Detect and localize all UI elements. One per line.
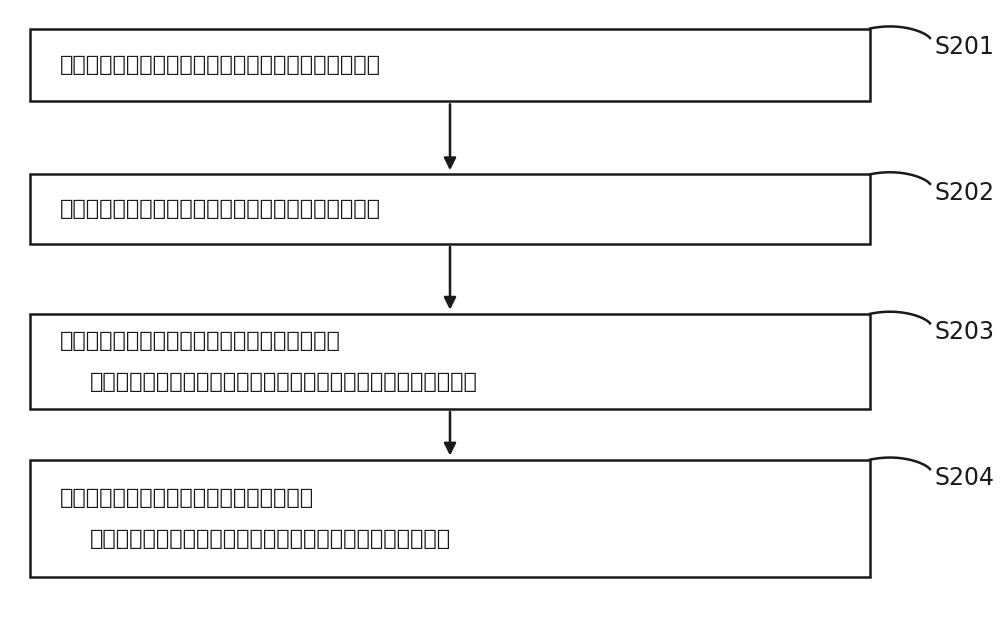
Text: 将冷却的煤化工废水进行抽滤，去除底部沉淀，: 将冷却的煤化工废水进行抽滤，去除底部沉淀，: [60, 331, 341, 351]
Bar: [30, 314, 870, 409]
Bar: [30, 174, 870, 244]
Bar: [30, 29, 870, 101]
Text: S202: S202: [935, 181, 995, 205]
Text: 将煤化工废水置于沉淀池中，将煤化工废水冷却至室温: 将煤化工废水置于沉淀池中，将煤化工废水冷却至室温: [60, 199, 381, 219]
Text: S201: S201: [935, 35, 995, 59]
Text: S203: S203: [935, 320, 995, 344]
Text: 在除油后的煤化工废水中加入氧化钙粉末，: 在除油后的煤化工废水中加入氧化钙粉末，: [60, 488, 314, 508]
Text: 收集煤化工生产工艺中产生的工业废水作为煤化工废水: 收集煤化工生产工艺中产生的工业废水作为煤化工废水: [60, 55, 381, 75]
Text: 搅拌均匀后静置，滤除底部沉淀，得到预处理后的煤化工废水: 搅拌均匀后静置，滤除底部沉淀，得到预处理后的煤化工废水: [90, 529, 451, 548]
Bar: [30, 460, 870, 577]
Text: 并将煤化工废水通过斜板式隔油池，在斜板式隔油池停留进行除油: 并将煤化工废水通过斜板式隔油池，在斜板式隔油池停留进行除油: [90, 372, 478, 392]
Text: S204: S204: [935, 466, 995, 490]
